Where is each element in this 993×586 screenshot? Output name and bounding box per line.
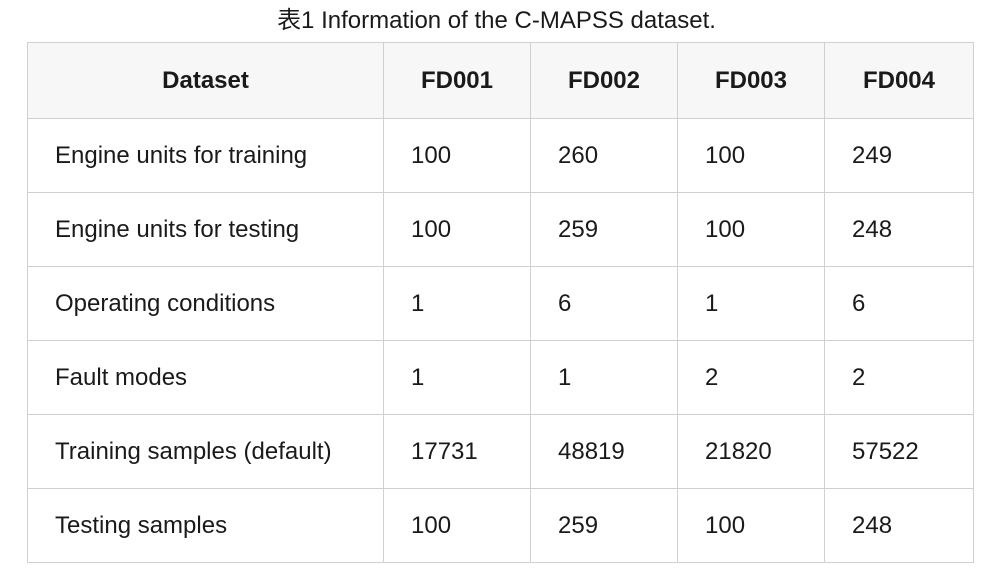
table-row: Testing samples 100 259 100 248 (27, 488, 974, 563)
table-row: Training samples (default) 17731 48819 2… (27, 414, 974, 489)
header-row: Dataset FD001 FD002 FD003 FD004 (27, 42, 974, 119)
table-cell: 249 (824, 118, 974, 193)
table-cell: 57522 (824, 414, 974, 489)
table-cell: 259 (530, 192, 678, 267)
table-row: Fault modes 1 1 2 2 (27, 340, 974, 415)
table-cell: 1 (383, 340, 531, 415)
row-label: Training samples (default) (27, 414, 384, 489)
table-cell: 100 (383, 192, 531, 267)
table-cell: 248 (824, 192, 974, 267)
table-cell: 1 (530, 340, 678, 415)
table-cell: 248 (824, 488, 974, 563)
row-label: Engine units for training (27, 118, 384, 193)
table-cell: 1 (677, 266, 825, 341)
header-cell-fd002: FD002 (530, 42, 678, 119)
table-cell: 6 (530, 266, 678, 341)
table-cell: 260 (530, 118, 678, 193)
table-row: Engine units for training 100 260 100 24… (27, 118, 974, 193)
table-cell: 1 (383, 266, 531, 341)
dataset-table: Dataset FD001 FD002 FD003 FD004 Engine u… (27, 42, 974, 563)
table-cell: 100 (383, 118, 531, 193)
row-label: Testing samples (27, 488, 384, 563)
table-cell: 100 (383, 488, 531, 563)
table-row: Engine units for testing 100 259 100 248 (27, 192, 974, 267)
table-cell: 2 (824, 340, 974, 415)
row-label: Fault modes (27, 340, 384, 415)
table-row: Operating conditions 1 6 1 6 (27, 266, 974, 341)
header-cell-dataset: Dataset (27, 42, 384, 119)
table-cell: 100 (677, 488, 825, 563)
table-cell: 21820 (677, 414, 825, 489)
table-cell: 100 (677, 118, 825, 193)
row-label: Operating conditions (27, 266, 384, 341)
table-cell: 6 (824, 266, 974, 341)
table-caption: 表1 Information of the C-MAPSS dataset. (277, 7, 716, 34)
table-cell: 17731 (383, 414, 531, 489)
header-cell-fd003: FD003 (677, 42, 825, 119)
table-cell: 100 (677, 192, 825, 267)
table-cell: 259 (530, 488, 678, 563)
header-cell-fd004: FD004 (824, 42, 974, 119)
table-cell: 48819 (530, 414, 678, 489)
header-cell-fd001: FD001 (383, 42, 531, 119)
table-cell: 2 (677, 340, 825, 415)
row-label: Engine units for testing (27, 192, 384, 267)
